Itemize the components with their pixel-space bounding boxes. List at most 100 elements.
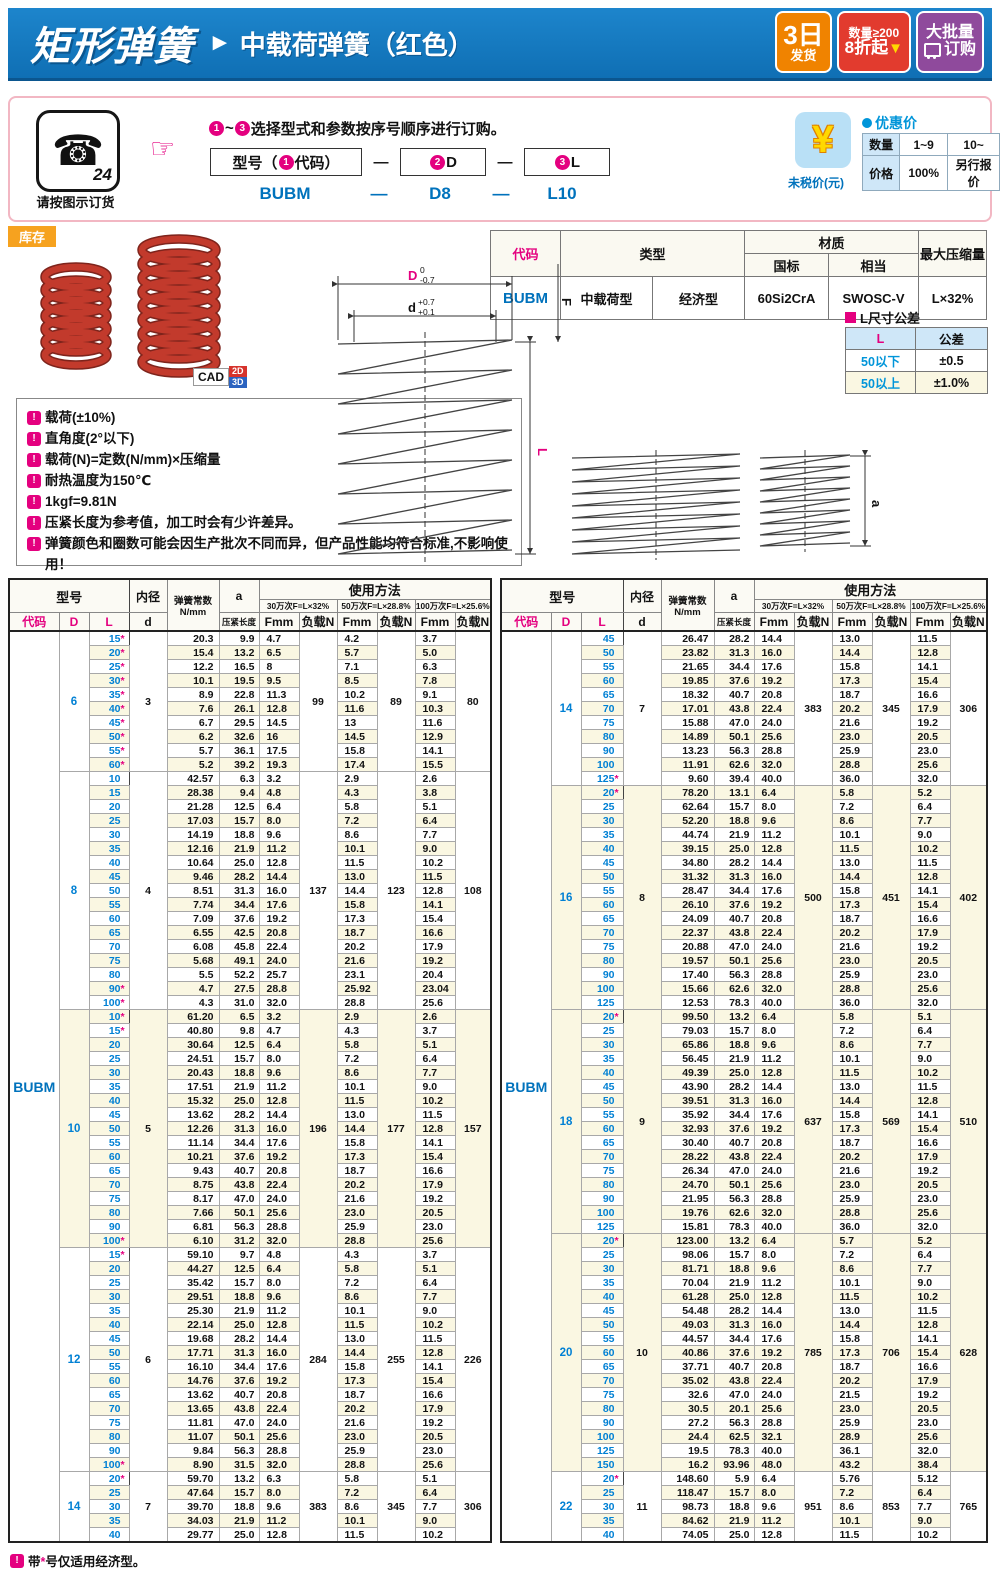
- deflection-30-cell: 9.6: [258, 827, 300, 842]
- load-30-cell: 637: [793, 1009, 833, 1234]
- deflection-30-cell: 9.6: [258, 1065, 300, 1080]
- length-cell: 40: [88, 1093, 130, 1108]
- length-cell: 45: [580, 1303, 624, 1318]
- table-row: 100 15.66 62.6 32.0 28.8 25.6: [501, 981, 987, 996]
- compressed-length-cell: 21.9: [713, 827, 755, 842]
- spring-rate-cell: 29.77: [166, 1527, 220, 1543]
- deflection-50-cell: 5.8: [831, 1009, 873, 1024]
- deflection-100-cell: 14.1: [414, 1359, 456, 1374]
- note-text: 载荷(±10%): [45, 410, 116, 425]
- table-row: BUBM 14 45 7 26.47 28.2 14.4 383 13.0 345 11.5 306: [500, 630, 988, 1543]
- table-row: BUBM 6 15* 3 20.3 9.9 4.7 99 4.2 89 3.7 80: [8, 630, 492, 1543]
- deflection-30-cell: 22.4: [753, 1149, 795, 1164]
- length-cell: 125: [580, 1443, 624, 1458]
- table-row: 40 15.32 25.0 12.8 11.5 10.2: [9, 1093, 491, 1108]
- compressed-length-cell: 47.0: [713, 1163, 755, 1178]
- deflection-100-cell: 23.0: [909, 1191, 951, 1206]
- deflection-100-cell: 11.5: [414, 869, 456, 884]
- outer-dia-cell: 18: [550, 1009, 582, 1234]
- spring-rate-cell: 19.85: [660, 673, 715, 688]
- length-cell: 30: [580, 1037, 624, 1052]
- economy-star: *: [614, 786, 619, 799]
- compressed-length-cell: 62.6: [713, 757, 755, 772]
- spring-rate-cell: 40.80: [166, 1023, 220, 1038]
- length-cell: 55: [88, 1359, 130, 1374]
- compressed-length-cell: 43.8: [218, 1401, 260, 1416]
- length-cell: 40*: [88, 701, 130, 716]
- spring-rate-cell: 29.51: [166, 1289, 220, 1304]
- compressed-length-cell: 40.7: [218, 1387, 260, 1402]
- compressed-length-cell: 40.7: [218, 1163, 260, 1178]
- table-row: 55 16.10 34.4 17.6 15.8 14.1: [9, 1359, 491, 1374]
- table-row: 30 29.51 18.8 9.6 8.6 7.7: [9, 1289, 491, 1304]
- circled-1-icon: 1: [278, 154, 294, 170]
- length-cell: 25: [580, 799, 624, 814]
- deflection-50-cell: 2.9: [336, 771, 378, 786]
- outer-dia-cell: 10: [58, 1009, 90, 1248]
- table-row: 55 7.74 34.4 17.6 15.8 14.1: [9, 897, 491, 912]
- deflection-30-cell: 19.2: [753, 1345, 795, 1360]
- deflection-30-cell: 3.2: [258, 1009, 300, 1024]
- spec-code: BUBM: [490, 276, 561, 320]
- note-icon: !: [27, 536, 41, 551]
- spring-rate-cell: 22.37: [660, 925, 715, 940]
- deflection-100-cell: 17.9: [414, 1401, 456, 1416]
- deflection-30-cell: 9.6: [753, 1499, 795, 1514]
- deflection-50-cell: 15.8: [336, 743, 378, 758]
- compressed-length-cell: 37.6: [713, 1121, 755, 1136]
- deflection-50-cell: 20.2: [336, 1401, 378, 1416]
- deflection-50-cell: 13.0: [831, 630, 873, 646]
- code-cell: BUBM: [500, 630, 552, 1543]
- spring-rate-cell: 49.39: [660, 1065, 715, 1080]
- length-cell: 55*: [88, 743, 130, 758]
- compressed-length-cell: 31.3: [218, 883, 260, 898]
- deflection-30-cell: 6.4: [753, 1471, 795, 1486]
- compressed-length-cell: 29.5: [218, 715, 260, 730]
- deflection-30-cell: 40.0: [753, 995, 795, 1010]
- deflection-30-cell: 24.0: [753, 939, 795, 954]
- deflection-100-cell: 9.0: [414, 1513, 456, 1528]
- deflection-50-cell: 4.3: [336, 785, 378, 800]
- compressed-length-cell: 37.6: [713, 897, 755, 912]
- deflection-100-cell: 14.1: [414, 897, 456, 912]
- compressed-length-cell: 28.2: [713, 1303, 755, 1318]
- deflection-30-cell: 40.0: [753, 1443, 795, 1458]
- spring-rate-cell: 17.01: [660, 701, 715, 716]
- spring-rate-cell: 7.09: [166, 911, 220, 926]
- spring-rate-cell: 19.68: [166, 1331, 220, 1346]
- table-row: 60 14.76 37.6 19.2 17.3 15.4: [9, 1373, 491, 1388]
- cad-badge[interactable]: CAD 2D 3D: [193, 366, 247, 388]
- compressed-length-cell: 21.9: [218, 1079, 260, 1094]
- load-50-cell: 345: [871, 630, 911, 786]
- spring-rate-cell: 6.10: [166, 1233, 220, 1248]
- inner-dia-cell: 9: [622, 1009, 662, 1234]
- pn-dash: —: [373, 153, 389, 171]
- h-f: Fmm: [831, 612, 873, 632]
- table-row: 35 34.03 21.9 11.2 10.1 9.0: [9, 1513, 491, 1528]
- deflection-50-cell: 10.1: [336, 841, 378, 856]
- deflection-30-cell: 20.8: [258, 1387, 300, 1402]
- pn-dash: —: [497, 153, 513, 171]
- spring-rate-cell: 20.3: [166, 630, 220, 646]
- deflection-100-cell: 3.7: [414, 1247, 456, 1262]
- length-cell: 70: [580, 925, 624, 940]
- cad-3d-badge[interactable]: 3D: [229, 377, 247, 388]
- deflection-30-cell: 24.0: [753, 1387, 795, 1402]
- h-load: 负载N: [793, 612, 833, 632]
- economy-star: *: [614, 1472, 619, 1485]
- compressed-length-cell: 21.9: [713, 1275, 755, 1290]
- spring-rate-cell: 28.22: [660, 1149, 715, 1164]
- load-50-cell: 177: [376, 1009, 416, 1248]
- cad-2d-badge[interactable]: 2D: [229, 366, 247, 377]
- table-row: 50 49.03 31.3 16.0 14.4 12.8: [501, 1317, 987, 1332]
- h-load: 负载N: [376, 612, 416, 632]
- deflection-100-cell: 16.6: [909, 911, 951, 926]
- h-cycle-50: 50万次F=L×28.8%: [336, 599, 416, 613]
- compressed-length-cell: 62.6: [713, 1205, 755, 1220]
- table-row: 18 20* 9 99.50 13.2 6.4 637 5.8 569 5.1 510: [501, 1009, 988, 1234]
- deflection-30-cell: 3.2: [258, 771, 300, 786]
- note-text: 压紧长度为参考值，加工时会有少许差异。: [45, 515, 302, 530]
- spring-rate-cell: 27.2: [660, 1415, 715, 1430]
- deflection-50-cell: 8.6: [336, 827, 378, 842]
- deflection-50-cell: 17.3: [336, 1149, 378, 1164]
